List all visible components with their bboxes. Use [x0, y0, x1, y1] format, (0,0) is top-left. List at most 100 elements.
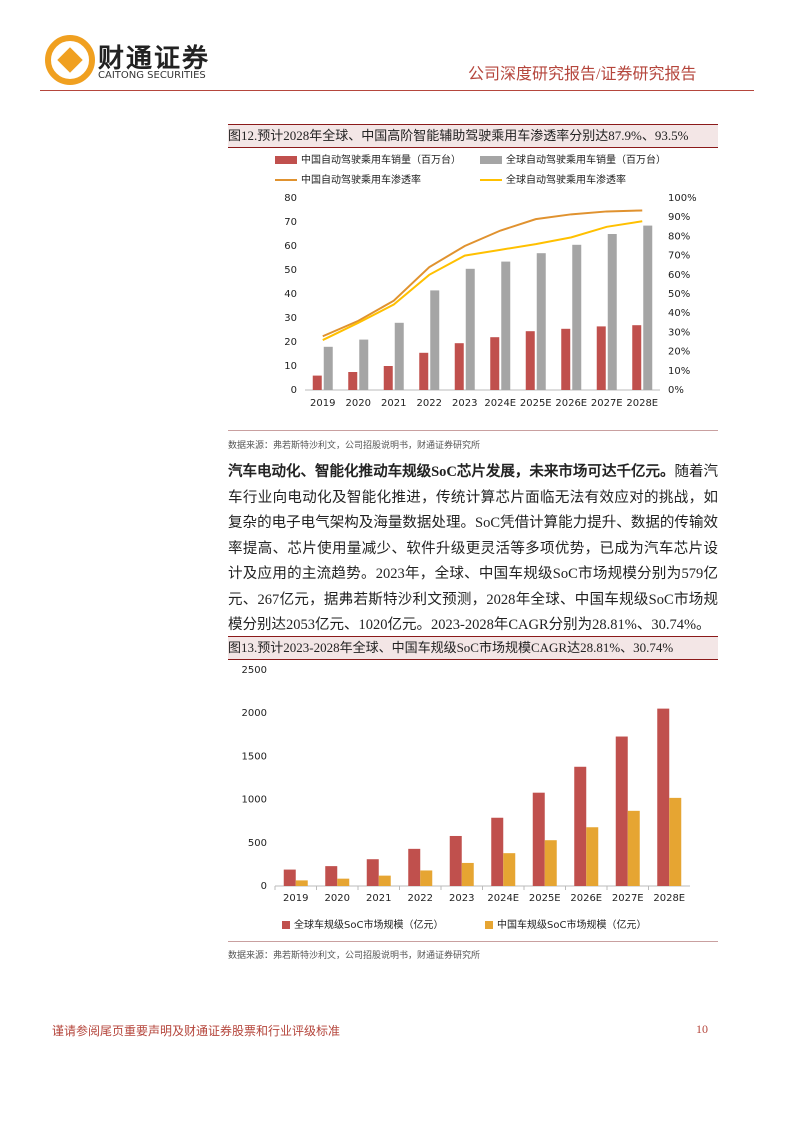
y2-tick-label: 0%: [668, 385, 684, 396]
y-tick-label: 1000: [242, 795, 267, 806]
bar: [627, 810, 640, 886]
x-tick-label: 2024E: [484, 398, 516, 409]
bar: [607, 234, 617, 390]
y2-tick-label: 20%: [668, 347, 690, 358]
bar: [430, 290, 440, 390]
bar: [359, 339, 369, 390]
lead: 汽车电动化、智能化推动车规级SoC芯片发展，未来市场可达千亿元。: [228, 464, 675, 480]
legend-swatch: [485, 921, 493, 929]
logo-en: CAITONG SECURITIES: [98, 70, 206, 81]
x-tick-label: 2020: [325, 893, 350, 904]
bar: [561, 328, 571, 390]
bar: [420, 870, 433, 886]
y2-tick-label: 10%: [668, 366, 690, 377]
bar: [503, 853, 516, 886]
legend-label: 全球自动驾驶乘用车销量（百万台）: [506, 153, 666, 166]
legend-label: 中国车规级SoC市场规模（亿元）: [497, 918, 646, 931]
x-tick-label: 2028E: [653, 893, 685, 904]
y2-tick-label: 70%: [668, 251, 690, 262]
figure-caption: 图13.预计2023-2028年全球、中国车规级SoC市场规模CAGR达28.8…: [228, 636, 718, 660]
bar: [669, 797, 682, 886]
figure-caption: 图12.预计2028年全球、中国高阶智能辅助驾驶乘用车渗透率分别达87.9%、9…: [228, 124, 718, 148]
paragraph: 汽车电动化、智能化推动车规级SoC芯片发展，未来市场可达千亿元。随着汽车行业向电…: [228, 460, 718, 639]
y-tick-label: 2000: [242, 708, 267, 719]
bar: [449, 835, 462, 886]
line-series: [322, 209, 643, 338]
x-tick-label: 2026E: [555, 398, 587, 409]
y2-tick-label: 80%: [668, 231, 690, 242]
y-tick-label: 1500: [242, 751, 267, 762]
logo-icon: [45, 35, 95, 85]
bar: [419, 352, 429, 390]
logo-cn: 财通证券: [98, 44, 211, 74]
bar: [454, 343, 464, 390]
x-tick-label: 2022: [408, 893, 433, 904]
bar: [632, 325, 642, 390]
y-tick-label: 20: [284, 337, 297, 348]
source: 数据来源：弗若斯特沙利文，公司招股说明书，财通证券研究所: [228, 950, 481, 960]
bar: [366, 859, 379, 886]
chart: 0 500 1000 1500 2000 2500 2019 2020 2021 2022 2023…: [242, 665, 690, 931]
y-tick-label: 60: [284, 241, 297, 252]
y-tick-label: 0: [291, 385, 297, 396]
bar: [657, 708, 670, 886]
y-tick-label: 80: [284, 193, 297, 204]
x-tick-label: 2021: [366, 893, 391, 904]
bar: [383, 366, 393, 390]
x-tick-label: 2027E: [591, 398, 623, 409]
bar: [490, 337, 500, 390]
legend-swatch: [275, 156, 297, 164]
x-tick-label: 2022: [417, 398, 442, 409]
bar: [312, 375, 322, 390]
y-tick-label: 40: [284, 289, 297, 300]
x-tick-label: 2025E: [520, 398, 552, 409]
footer-note: 谨请参阅尾页重要声明及财通证券股票和行业评级标准: [52, 1024, 341, 1038]
y2-tick-label: 100%: [668, 193, 697, 204]
y2-tick-label: 50%: [668, 289, 690, 300]
y-tick-label: 500: [248, 838, 267, 849]
bar: [348, 372, 358, 390]
bar: [586, 827, 599, 886]
x-tick-label: 2023: [449, 893, 474, 904]
y-tick-label: 50: [284, 265, 297, 276]
bar: [643, 225, 653, 390]
bar: [378, 875, 391, 886]
y-tick-label: 30: [284, 313, 297, 324]
y-tick-label: 0: [261, 881, 267, 892]
source: 数据来源：弗若斯特沙利文，公司招股说明书，财通证券研究所: [228, 440, 481, 450]
chart: 0 10 20 30 40 50 60 70 80 0% 10% 20% 30% 40% 50% 60% 70%…: [275, 153, 697, 409]
legend-swatch: [480, 156, 502, 164]
x-tick-label: 2025E: [529, 893, 561, 904]
x-tick-label: 2027E: [612, 893, 644, 904]
bar: [491, 817, 504, 886]
bar: [408, 848, 421, 886]
bar: [337, 878, 350, 886]
bar: [536, 253, 546, 390]
y-tick-label: 70: [284, 217, 297, 228]
bar: [323, 346, 333, 390]
header-rule: [40, 90, 754, 91]
bar: [572, 244, 582, 390]
y2-tick-label: 40%: [668, 308, 690, 319]
bar: [596, 326, 606, 390]
bar: [574, 766, 587, 886]
bar: [325, 866, 338, 886]
y2-tick-label: 90%: [668, 212, 690, 223]
y-tick-label: 10: [284, 361, 297, 372]
bar: [544, 840, 557, 886]
x-tick-label: 2021: [381, 398, 406, 409]
x-tick-label: 2019: [283, 893, 308, 904]
bar: [532, 792, 545, 886]
separator: [228, 430, 718, 431]
y2-tick-label: 30%: [668, 327, 690, 338]
page-number: 10: [696, 1022, 708, 1036]
y2-tick-label: 60%: [668, 270, 690, 281]
bar: [295, 880, 308, 886]
legend-label: 中国自动驾驶乘用车销量（百万台）: [301, 153, 461, 166]
y-tick-label: 2500: [242, 665, 267, 676]
legend-label: 全球自动驾驶乘用车渗透率: [506, 173, 626, 186]
bar: [394, 322, 404, 390]
bar: [283, 869, 296, 886]
line-series: [322, 220, 643, 341]
